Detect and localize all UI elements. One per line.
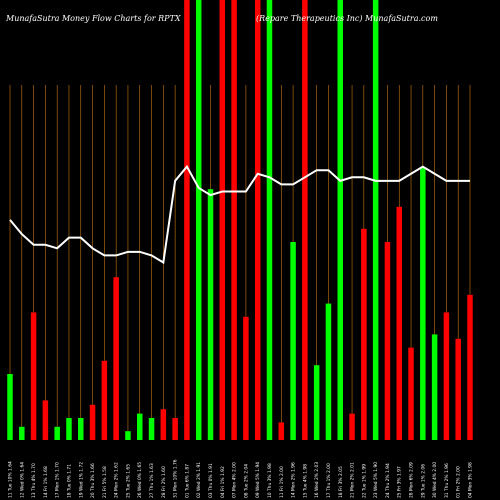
x-tick-label: 24 Mon 2% 1.62 [114,462,120,498]
x-tick-label: 22 Tue 1% 1.99 [361,464,367,498]
bar [30,312,37,440]
chart-title-right: (Repare Therapeutics Inc) MunafaSutra.co… [256,14,438,23]
bar [372,0,379,440]
bar [467,294,473,440]
money-flow-line [9,164,470,265]
bar [325,303,332,440]
bar [243,316,249,440]
x-tick-label: 09 Wed 5% 1.94 [255,462,261,498]
x-axis-labels: 11 Tue 10% 1.64 12 Wed 0% 1.64 13 Thu 4% 1… [8,459,474,498]
x-tick-label: 28 Fri 2% 1.60 [161,466,167,498]
x-tick-label: 18 Fri 3% 2.05 [338,466,344,498]
x-tick-label: 21 Fri 5% 1.58 [102,466,108,498]
x-tick-label: 17 Mon 1% 1.70 [55,462,61,498]
bar [7,374,13,440]
bar [455,338,461,440]
bar [443,312,450,440]
x-tick-label: 12 Wed 0% 1.64 [19,462,25,498]
bar [78,418,84,440]
x-tick-label: 30 Wed 4% 2.00 [432,462,438,498]
bar [66,418,72,440]
x-tick-label: 14 Fri 1% 1.68 [43,466,49,498]
bar [184,0,190,440]
bar [172,418,178,440]
bar [396,206,402,440]
bar [337,0,344,440]
x-tick-label: 03 Thu 0% 1.91 [208,463,214,498]
x-tick-label: 25 Fri 3% 1.97 [397,466,403,498]
x-tick-label: 17 Thu 1% 2.00 [326,463,332,498]
bar [54,426,60,440]
x-tick-label: 04 Fri 1% 1.92 [220,466,226,498]
bar [349,413,355,440]
x-tick-label: 27 Thu 1% 1.63 [149,463,155,498]
x-tick-label: 24 Thu 2% 1.94 [385,463,391,498]
bar [408,347,414,440]
x-tick-label: 16 Wed 2% 2.03 [314,462,320,498]
x-tick-label: 20 Thu 3% 1.66 [90,463,96,498]
bar [89,404,96,440]
x-tick-label: 11 Tue 10% 1.64 [8,461,14,498]
bar [195,0,202,440]
bar [219,0,226,440]
bar [254,0,261,440]
x-tick-label: 23 Wed 5% 1.90 [373,462,379,498]
x-tick-label: 31 Thu 2% 1.96 [444,463,450,498]
bar [302,0,308,440]
x-tick-label: 11 Fri 1% 2.00 [279,466,285,498]
x-tick-label: 01 Fri 2% 2.00 [456,466,462,498]
x-tick-label: 08 Tue 2% 2.04 [243,464,249,498]
x-tick-label: 07 Mon 4% 2.00 [232,462,238,498]
bars [7,0,473,440]
bar [42,400,49,440]
x-tick-label: 10 Thu 3% 1.98 [267,463,273,498]
bar [101,360,108,440]
bar [160,409,167,440]
bar [384,242,391,440]
bar [431,334,438,440]
x-tick-label: 29 Tue 1% 2.06 [420,464,426,498]
bar [313,365,320,440]
x-tick-label: 28 Mon 6% 2.09 [409,462,415,498]
bar [290,242,296,440]
x-tick-label: 14 Mon 2% 1.96 [291,462,297,498]
x-tick-label: 26 Wed 0% 1.65 [137,462,143,498]
bar [19,426,25,440]
x-tick-label: 01 Tue 6% 1.87 [184,464,190,498]
bar [207,189,214,440]
bar [113,277,119,440]
x-tick-label: 02 Wed 2% 1.91 [196,462,202,498]
bar [125,431,131,440]
x-tick-label: 31 Mon 10% 1.76 [173,459,179,498]
x-tick-label: 18 Tue 0% 1.71 [66,464,72,498]
bar [136,413,143,440]
bar [231,0,237,440]
bar [148,418,155,440]
chart-title-left: MunafaSutra Money Flow Charts for RPTX [5,14,181,23]
bar [278,422,285,440]
x-tick-label: 25 Tue 2% 1.65 [125,464,131,498]
bar [420,167,426,440]
bar [266,0,273,440]
x-tick-label: 19 Wed 1% 1.72 [78,462,84,498]
bar [361,228,367,440]
x-tick-label: 21 Mon 2% 2.01 [350,462,356,498]
x-tick-label: 04 Mon 3% 1.98 [468,462,474,498]
x-tick-label: 15 Tue 4% 1.98 [302,464,308,498]
x-tick-label: 13 Thu 4% 1.70 [31,463,37,498]
